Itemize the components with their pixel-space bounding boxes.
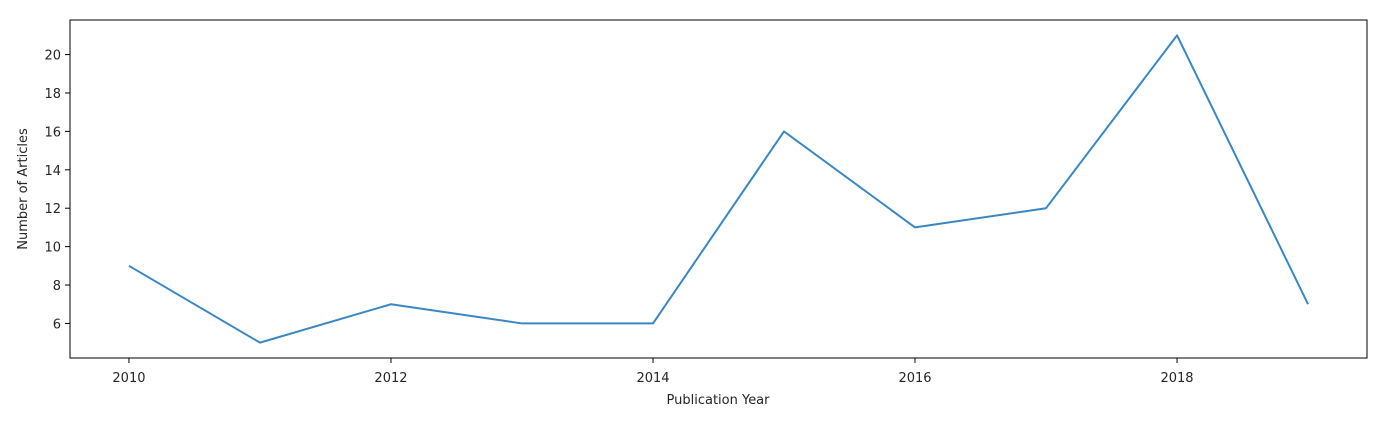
x-tick-label: 2014: [636, 371, 669, 386]
y-tick-label: 6: [53, 317, 61, 332]
series-line: [128, 34, 1309, 344]
y-tick-label: 18: [44, 87, 61, 102]
x-tick-label: 2012: [374, 371, 407, 386]
x-axis-label: Publication Year: [667, 393, 771, 408]
y-tick-label: 8: [53, 279, 61, 294]
y-tick-label: 10: [44, 241, 61, 256]
x-tick-label: 2016: [898, 371, 931, 386]
y-tick-label: 14: [44, 164, 61, 179]
plot-area-frame: [69, 19, 1368, 359]
x-tick-label: 2018: [1160, 371, 1193, 386]
y-tick-label: 16: [44, 125, 61, 140]
y-tick-label: 20: [44, 49, 61, 64]
ticks-layer: 2010 2012 2014 2016 2018 6 8 10 12 14 16 18 20: [44, 49, 1193, 386]
x-tick-label: 2010: [112, 371, 145, 386]
y-axis-label: Number of Articles: [16, 128, 31, 250]
series-layer: [128, 34, 1309, 344]
y-tick-label: 12: [44, 202, 61, 217]
